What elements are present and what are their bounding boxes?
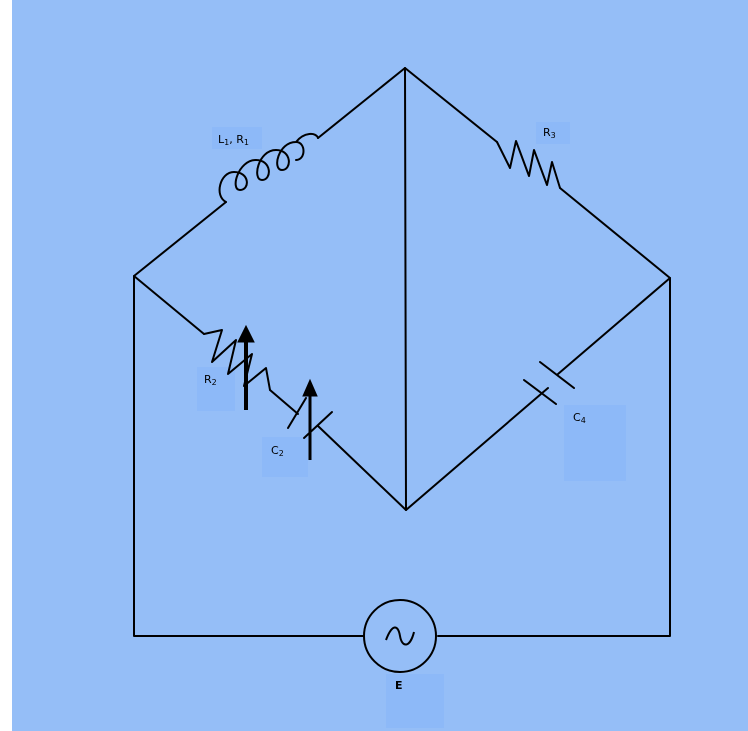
resistor-r3 [496,140,561,189]
variable-arrow-r2 [237,324,255,410]
variable-arrow-c2 [302,378,318,460]
wire-right-outer [437,277,671,637]
inductor-coil [218,132,319,203]
label-box-e [386,674,444,728]
label-r2: R2 [204,373,217,387]
ac-source-icon [363,599,437,673]
wire-left-outer [133,275,365,637]
capacitor-c2-plate-a [287,397,307,429]
wire-left-to-inductor [133,201,227,277]
wire-c4-to-right [557,277,671,375]
label-box-l1r1 [212,127,262,149]
label-e: E [395,679,403,692]
capacitor-c4-plate-b [539,361,575,389]
capacitor-c4-plate-a [523,379,557,405]
wire-inductor-to-top [317,67,406,139]
label-l1-r1: L1, R1 [218,133,249,147]
label-box-c4 [564,405,626,481]
wire-bottom-to-c4 [405,387,549,511]
wire-r2-to-c2 [269,389,299,415]
label-r3: R3 [543,126,556,140]
wire-top-to-r3 [404,67,498,143]
label-box-c2 [262,437,308,477]
resistor-r2 [203,329,271,391]
wire-left-to-r2 [133,275,205,335]
label-c2: C2 [271,444,284,458]
wire-detector [404,67,407,511]
label-box-r3 [536,122,570,144]
wire-c2-to-bottom [317,425,407,511]
wire-r3-to-right [559,187,671,279]
label-c4: C4 [573,411,586,425]
